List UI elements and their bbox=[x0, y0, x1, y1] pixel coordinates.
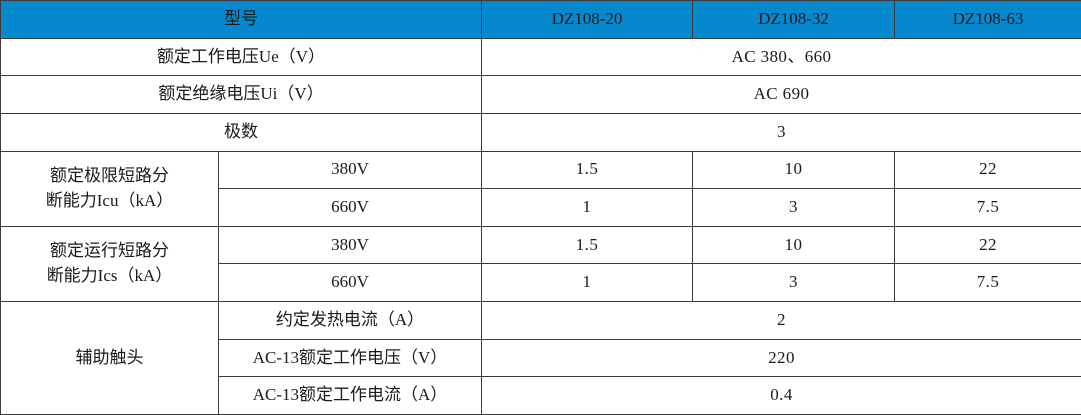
label-line-2: 断能力Icu（kA） bbox=[45, 190, 174, 210]
value-ics-380v-dz108-63: 22 bbox=[894, 225, 1081, 265]
label-line-1: 额定极限短路分 bbox=[50, 165, 169, 185]
sub-label-conventional-thermal-current: 约定发热电流（A） bbox=[218, 301, 482, 340]
value-icu-380v-dz108-32: 10 bbox=[692, 150, 895, 190]
sub-label-icu-660v: 660V bbox=[218, 188, 482, 227]
value-icu-660v-dz108-32: 3 bbox=[692, 188, 895, 227]
table-row: AC-13额定工作电流（A） 0.4 bbox=[1, 376, 1081, 415]
value-icu-660v-dz108-63: 7.5 bbox=[894, 188, 1081, 227]
table-row: 额定运行短路分 断能力Ics（kA） 380V 1.5 10 22 bbox=[0, 225, 1081, 303]
row-label-rated-service-breaking-capacity: 额定运行短路分 断能力Ics（kA） bbox=[0, 225, 219, 303]
row-label-rated-insulation-voltage: 额定绝缘电压Ui（V） bbox=[0, 75, 482, 114]
value-ics-380v-dz108-32: 10 bbox=[692, 225, 895, 265]
row-label-rated-ultimate-breaking-capacity: 额定极限短路分 断能力Icu（kA） bbox=[0, 150, 219, 227]
sub-label-ics-660v: 660V bbox=[218, 263, 482, 302]
row-value-rated-insulation-voltage: AC 690 bbox=[481, 75, 1081, 114]
row-label-rated-working-voltage: 额定工作电压Ue（V） bbox=[0, 37, 482, 77]
sub-label-ac13-rated-working-voltage: AC-13额定工作电压（V） bbox=[218, 338, 482, 378]
row-label-auxiliary-contacts: 辅助触头 bbox=[0, 301, 219, 415]
label-line-1: 额定运行短路分 bbox=[50, 241, 169, 261]
table-row: 额定极限短路分 断能力Icu（kA） 380V 1.5 10 22 bbox=[0, 150, 1081, 227]
label-line-2: 断能力Ics（kA） bbox=[46, 265, 173, 285]
value-icu-660v-dz108-20: 1 bbox=[481, 188, 693, 227]
table-row: 660V 1 3 7.5 bbox=[1, 188, 1081, 227]
value-ics-380v-dz108-20: 1.5 bbox=[481, 225, 693, 265]
header-cell-model-dz108-32: DZ108-32 bbox=[692, 0, 895, 39]
value-ics-660v-dz108-63: 7.5 bbox=[894, 263, 1081, 302]
row-label-poles: 极数 bbox=[0, 112, 482, 152]
value-icu-380v-dz108-63: 22 bbox=[894, 150, 1081, 190]
table-row: 额定工作电压Ue（V） AC 380、660 bbox=[0, 37, 1081, 77]
table-row: 极数 3 bbox=[0, 112, 1081, 152]
header-cell-spec-label: 型号 bbox=[0, 0, 482, 39]
sub-label-icu-380v: 380V bbox=[218, 150, 482, 190]
value-conventional-thermal-current: 2 bbox=[481, 301, 1081, 340]
value-ics-660v-dz108-20: 1 bbox=[481, 263, 693, 302]
header-cell-model-dz108-63: DZ108-63 bbox=[894, 0, 1081, 39]
sub-label-ics-380v: 380V bbox=[218, 225, 482, 265]
value-icu-380v-dz108-20: 1.5 bbox=[481, 150, 693, 190]
table-row: 额定绝缘电压Ui（V） AC 690 bbox=[0, 75, 1081, 114]
value-ac13-rated-working-current: 0.4 bbox=[481, 376, 1081, 415]
table-row: 660V 1 3 7.5 bbox=[1, 263, 1081, 302]
row-value-rated-working-voltage: AC 380、660 bbox=[481, 37, 1081, 77]
table-header-row: 型号 DZ108-20 DZ108-32 DZ108-63 bbox=[0, 0, 1081, 39]
value-ics-660v-dz108-32: 3 bbox=[692, 263, 895, 302]
row-value-poles: 3 bbox=[481, 112, 1081, 152]
header-cell-model-dz108-20: DZ108-20 bbox=[481, 0, 693, 39]
value-ac13-rated-working-voltage: 220 bbox=[481, 338, 1081, 378]
table-row: 辅助触头 约定发热电流（A） 2 bbox=[0, 301, 1081, 415]
sub-label-ac13-rated-working-current: AC-13额定工作电流（A） bbox=[218, 376, 482, 415]
